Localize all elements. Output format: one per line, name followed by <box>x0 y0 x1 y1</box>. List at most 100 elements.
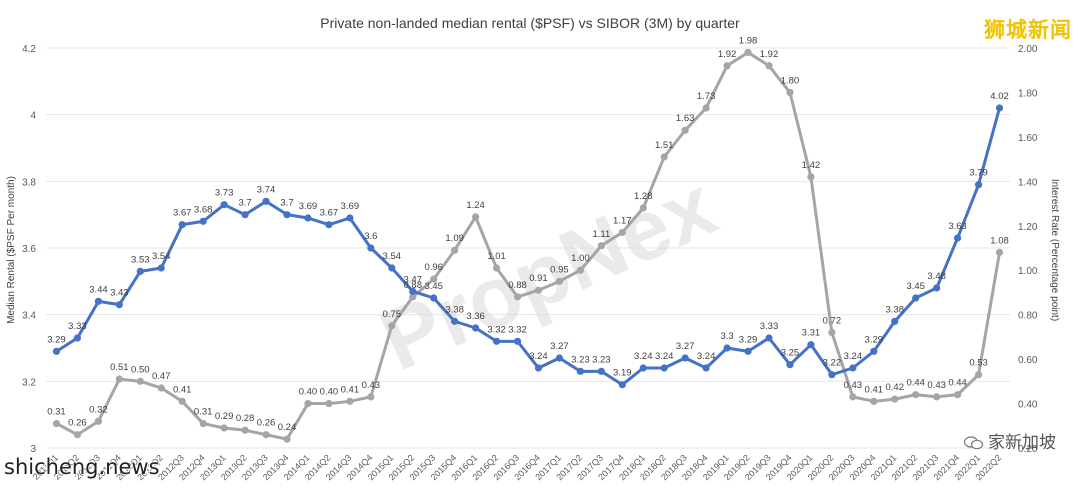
rental-data-label: 3.45 <box>906 281 925 292</box>
sibor-point <box>325 399 333 408</box>
rental-data-label: 3.24 <box>634 351 653 362</box>
sibor-point <box>576 266 584 274</box>
rental-data-label: 3.23 <box>571 354 590 365</box>
rental-data-label: 3.45 <box>424 281 443 292</box>
rental-point <box>933 284 941 292</box>
sibor-data-label: 0.32 <box>89 404 108 415</box>
rental-data-label: 3.54 <box>152 251 171 262</box>
rental-data-label: 3.24 <box>697 351 716 362</box>
sibor-point <box>492 264 501 272</box>
right-tick-label: 0.20 <box>1018 444 1038 455</box>
rental-data-label: 3.3 <box>720 331 733 342</box>
right-tick-label: 0.40 <box>1018 400 1038 411</box>
right-tick-label: 1.20 <box>1018 222 1038 233</box>
sibor-point <box>933 393 941 401</box>
rental-point <box>995 104 1004 112</box>
sibor-data-label: 0.88 <box>508 280 527 291</box>
rental-point <box>912 294 920 302</box>
rental-point <box>472 324 480 332</box>
rental-data-label: 3.69 <box>299 201 318 212</box>
rental-point <box>346 214 354 222</box>
sibor-data-label: 0.31 <box>194 407 213 418</box>
sibor-point <box>786 88 794 97</box>
sibor-line <box>55 50 1002 441</box>
rental-point <box>199 217 207 225</box>
left-axis-ticks: 3 3.2 3.4 3.6 3.8 4 4.2 <box>22 44 36 455</box>
rental-point <box>974 181 983 189</box>
sibor-point <box>870 397 878 405</box>
sibor-data-label: 1.28 <box>634 191 653 202</box>
rental-data-label: 3.24 <box>844 351 863 362</box>
rental-point <box>555 354 564 362</box>
rental-data-label: 3.73 <box>215 188 234 199</box>
sibor-data-label: 0.41 <box>173 384 192 395</box>
rental-data-label: 3.27 <box>676 341 695 352</box>
sibor-data-label: 0.72 <box>823 315 842 326</box>
right-tick-label: 1.80 <box>1018 88 1038 99</box>
sibor-data-label: 0.24 <box>278 422 297 433</box>
sibor-data-label: 0.96 <box>424 262 443 273</box>
rental-point <box>828 371 836 379</box>
sibor-data-label: 0.40 <box>320 387 339 398</box>
sibor-data-label: 1.09 <box>445 233 464 244</box>
sibor-data-label: 0.31 <box>47 407 66 418</box>
sibor-point <box>346 397 354 405</box>
sibor-point <box>534 286 543 294</box>
rental-point <box>304 214 312 222</box>
rental-point <box>115 301 123 309</box>
left-tick-label: 3.2 <box>22 377 36 388</box>
rental-data-label: 3.19 <box>613 368 632 379</box>
corner-brand-logo: 狮城新闻 <box>984 18 1072 42</box>
sibor-data-label: 0.44 <box>906 378 925 389</box>
sibor-point <box>367 393 375 401</box>
sibor-data-label: 1.00 <box>571 253 590 264</box>
rental-point <box>639 364 647 372</box>
sibor-data-label: 1.11 <box>592 229 610 240</box>
left-tick-label: 3.6 <box>22 244 36 255</box>
rental-data-label: 4.02 <box>990 91 1009 102</box>
rental-point <box>262 197 270 205</box>
sibor-point <box>73 431 82 439</box>
sibor-data-label: 0.88 <box>403 280 422 291</box>
rental-point <box>283 211 291 219</box>
sibor-point <box>597 242 605 250</box>
sibor-data-label: 0.43 <box>362 380 381 391</box>
rental-point <box>430 294 438 302</box>
right-tick-label: 2.00 <box>1018 44 1038 55</box>
sibor-point <box>807 173 815 181</box>
rental-data-label: 3.7 <box>238 198 251 209</box>
right-axis-label: Interest Rate (Percentage point) <box>1049 179 1060 321</box>
sibor-data-label: 0.95 <box>550 264 569 275</box>
left-tick-label: 3.8 <box>22 177 36 188</box>
rental-point <box>534 364 543 372</box>
rental-data-label: 3.68 <box>194 204 213 215</box>
x-axis-ticks: 2011Q12011Q22011Q32011Q42012Q12012Q22012… <box>31 453 1003 483</box>
rental-point <box>870 347 878 355</box>
rental-point <box>702 364 710 372</box>
rental-data-label: 3.63 <box>948 221 967 232</box>
sibor-data-label: 0.28 <box>236 413 255 424</box>
sibor-data-label: 0.26 <box>257 418 276 429</box>
rental-point <box>388 264 396 272</box>
sibor-point <box>388 322 396 330</box>
rental-data-label: 3.48 <box>927 271 946 282</box>
rental-data-label: 3.31 <box>802 328 821 339</box>
sibor-data-label: 0.43 <box>844 380 863 391</box>
rental-data-label: 3.22 <box>823 358 842 369</box>
rental-point <box>241 211 249 219</box>
rental-point <box>681 354 689 362</box>
sibor-point <box>262 431 270 439</box>
sibor-point <box>974 371 983 379</box>
sibor-data-label: 0.51 <box>110 362 129 373</box>
rental-point <box>891 317 899 325</box>
sibor-point <box>409 293 417 301</box>
sibor-data-label: 0.53 <box>969 358 988 369</box>
sibor-data-label: 0.43 <box>927 380 946 391</box>
sibor-data-label: 0.26 <box>68 418 87 429</box>
gridlines <box>46 47 1010 449</box>
rental-data-label: 3.79 <box>969 168 988 179</box>
right-tick-label: 1.60 <box>1018 133 1038 144</box>
rental-point <box>451 317 459 325</box>
rental-series <box>52 104 1004 389</box>
sibor-point <box>513 293 522 301</box>
